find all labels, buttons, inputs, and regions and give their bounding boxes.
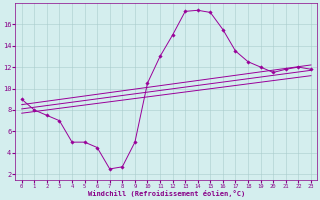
X-axis label: Windchill (Refroidissement éolien,°C): Windchill (Refroidissement éolien,°C) <box>88 190 245 197</box>
